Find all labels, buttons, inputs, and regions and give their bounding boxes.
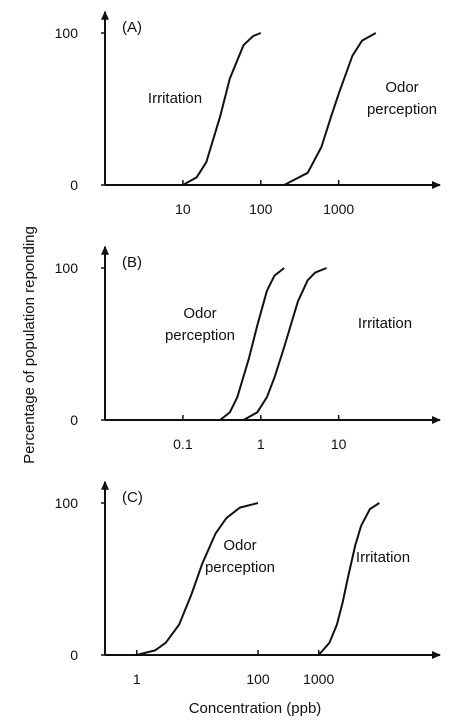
y-tick-label: 0 (70, 412, 78, 428)
y-axis-label: Percentage of population reponding (21, 226, 38, 464)
x-tick-label: 1 (257, 436, 265, 452)
x-tick-label: 100 (246, 671, 270, 687)
x-tick-label: 0.1 (173, 436, 193, 452)
series-label: Irritation (356, 549, 410, 566)
x-tick-label: 10 (331, 436, 347, 452)
curve (219, 267, 285, 421)
curve (243, 267, 327, 421)
y-tick-label: 0 (70, 177, 78, 193)
x-tick-label: 100 (249, 201, 273, 217)
y-tick-label: 100 (55, 25, 79, 41)
x-tick-label: 10 (175, 201, 191, 217)
panel-label: (A) (122, 19, 142, 36)
x-tick-label: 1000 (323, 201, 354, 217)
series-label: Odor perception (165, 305, 235, 344)
curve (283, 32, 377, 186)
curve (182, 32, 262, 186)
curve (136, 502, 259, 656)
y-tick-label: 0 (70, 647, 78, 663)
series-label: Odor perception (205, 537, 275, 576)
panel-label: (B) (122, 254, 142, 271)
x-axis-label: Concentration (ppb) (189, 700, 322, 717)
curve (317, 502, 380, 656)
panel-label: (C) (122, 489, 143, 506)
x-tick-label: 1 (133, 671, 141, 687)
x-tick-label: 1000 (303, 671, 334, 687)
series-label: Irritation (358, 315, 412, 332)
series-label: Odor perception (367, 79, 437, 118)
y-tick-label: 100 (55, 260, 79, 276)
y-tick-label: 100 (55, 495, 79, 511)
series-label: Irritation (148, 90, 202, 107)
